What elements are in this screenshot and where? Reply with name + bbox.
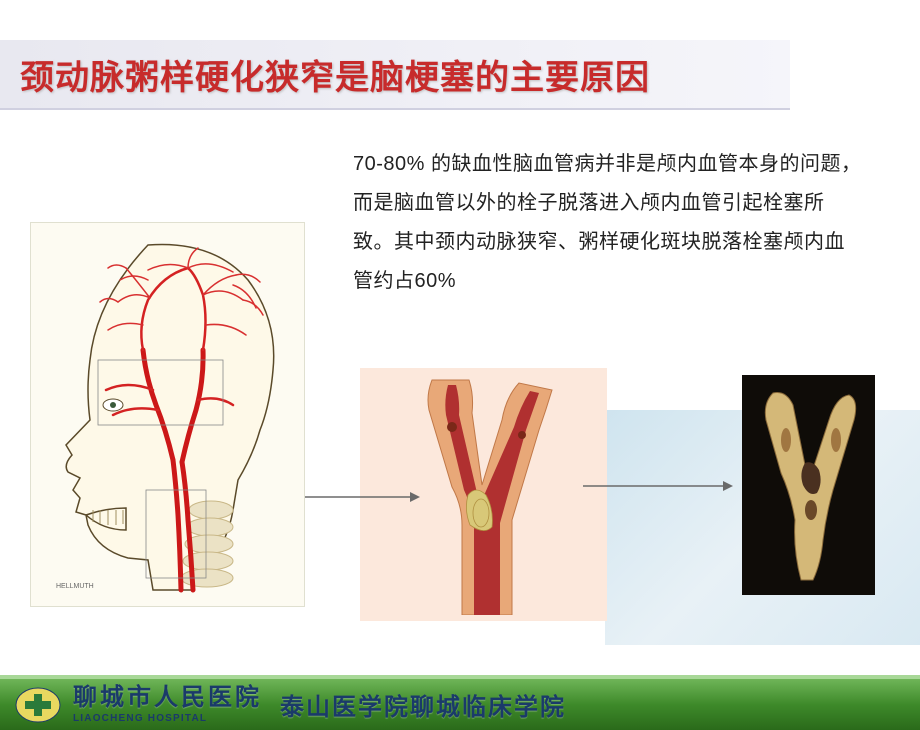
specimen-svg (751, 385, 866, 585)
slide: 颈动脉粥样硬化狭窄是脑梗塞的主要原因 70-80% 的缺血性脑血管病并非是颅内血… (0, 40, 920, 730)
title-bar: 颈动脉粥样硬化狭窄是脑梗塞的主要原因 (0, 40, 790, 110)
hospital-logo-icon (10, 685, 65, 725)
institute-name: 泰山医学院聊城临床学院 (280, 687, 566, 722)
hospital-name-cn: 聊城市人民医院 (73, 685, 262, 711)
arrow-1 (305, 488, 420, 506)
footer-bar: 聊城市人民医院 LIAOCHENG HOSPITAL 泰山医学院聊城临床学院 (0, 675, 920, 730)
artist-credit: HELLMUTH (56, 583, 94, 590)
slide-title: 颈动脉粥样硬化狭窄是脑梗塞的主要原因 (20, 50, 650, 99)
image-head-anatomy: HELLMUTH (30, 222, 305, 607)
head-anatomy-svg: HELLMUTH (38, 230, 298, 600)
hospital-name-en: LIAOCHENG HOSPITAL (73, 713, 262, 724)
content-area: 70-80% 的缺血性脑血管病并非是颅内血管本身的问题，而是脑血管以外的栓子脱落… (0, 110, 920, 635)
body-paragraph: 70-80% 的缺血性脑血管病并非是颅内血管本身的问题，而是脑血管以外的栓子脱落… (353, 145, 863, 301)
image-specimen (742, 375, 875, 595)
footer-hospital-block: 聊城市人民医院 LIAOCHENG HOSPITAL (65, 685, 262, 724)
arrow-2 (583, 477, 733, 495)
